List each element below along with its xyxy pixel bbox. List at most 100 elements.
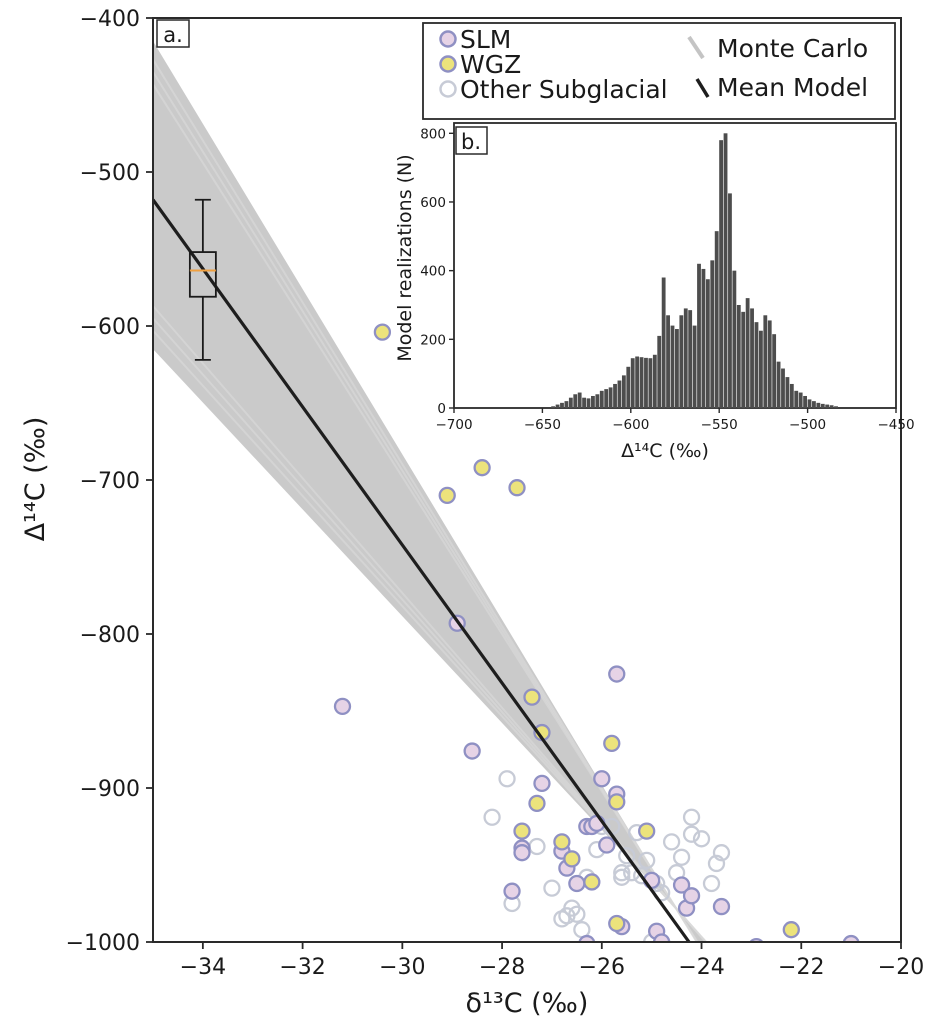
histogram-bar: [626, 366, 631, 408]
histogram-bar: [732, 270, 737, 408]
data-point-other: [682, 825, 701, 843]
data-point-slm: [682, 887, 701, 905]
inset-y-tick-label: 400: [420, 264, 446, 280]
histogram-bar: [728, 193, 732, 408]
data-point-slm: [608, 665, 626, 683]
histogram-bar: [577, 392, 582, 408]
histogram-bar: [608, 387, 613, 408]
histogram-bar: [754, 322, 759, 408]
histogram-bar: [789, 383, 794, 408]
histogram-bar: [555, 404, 560, 408]
y-tick-label: −400: [80, 7, 140, 32]
histogram-bar: [639, 357, 644, 408]
histogram-bar: [701, 268, 706, 408]
legend-label-monte-carlo: Monte Carlo: [717, 34, 868, 63]
histogram-bar: [763, 315, 768, 408]
histogram-bar: [657, 335, 662, 408]
data-point-wgz: [523, 688, 541, 706]
data-point-other: [638, 851, 656, 870]
histogram-bar: [829, 405, 834, 408]
inset-x-tick-label: −450: [877, 417, 914, 433]
data-point-wgz: [513, 822, 531, 840]
histogram-bar: [781, 368, 785, 408]
x-tick-label: −20: [878, 955, 924, 980]
legend-marker-slm: [439, 30, 457, 48]
x-axis-label: δ¹³C (‰): [466, 988, 589, 1019]
legend-label-wgz: WGZ: [460, 50, 521, 79]
histogram-bar: [710, 260, 715, 408]
data-point-wgz: [782, 921, 800, 939]
histogram-bar: [714, 231, 719, 408]
legend-marker-wgz: [439, 55, 457, 73]
data-point-other: [662, 833, 681, 851]
histogram-bar: [794, 390, 799, 408]
histogram-bar: [683, 308, 688, 408]
histogram-bar: [812, 401, 816, 408]
data-point-slm: [712, 897, 731, 916]
data-point-other: [543, 879, 561, 897]
histogram-bar: [750, 308, 754, 408]
data-point-wgz: [603, 734, 621, 752]
x-tick-label: −22: [778, 955, 824, 980]
data-point-slm: [333, 697, 352, 716]
inset-y-axis-label: Model realizations (N): [394, 154, 416, 361]
data-point-other: [682, 808, 701, 826]
data-point-slm: [593, 770, 611, 788]
data-point-wgz: [563, 850, 581, 868]
data-point-wgz: [373, 323, 392, 341]
data-point-wgz: [553, 833, 571, 851]
y-tick-label: −700: [80, 469, 140, 494]
histogram-bar: [825, 404, 830, 408]
histogram-bar: [604, 389, 609, 408]
histogram-bar: [648, 358, 653, 408]
data-point-other: [498, 770, 516, 788]
histogram-bar: [621, 375, 626, 408]
inset-x-tick-label: −600: [612, 417, 649, 433]
histogram-bar: [807, 399, 812, 408]
panel-label-b: b.: [455, 126, 488, 155]
inset-x-tick-label: −650: [524, 417, 561, 433]
legend-marker-mean-model: [695, 78, 710, 98]
data-point-wgz: [528, 794, 546, 813]
histogram-bar: [564, 401, 569, 408]
histogram-bar: [613, 383, 617, 408]
histogram-bar: [591, 395, 595, 408]
inset-y-tick-label: 200: [420, 332, 446, 348]
y-axis-label: Δ¹⁴C (‰): [20, 417, 51, 542]
legend-frame: [422, 22, 896, 120]
inset-y-tick-label: 600: [420, 195, 446, 211]
histogram-bar: [820, 403, 825, 408]
histogram-bar: [816, 402, 821, 408]
mean-model-line: [153, 198, 691, 942]
histogram-bar: [652, 354, 657, 408]
legend-marker-monte-carlo: [687, 35, 705, 60]
data-point-other: [712, 844, 731, 862]
legend-label-slm: SLM: [460, 25, 511, 54]
data-point-other: [568, 905, 586, 923]
histogram-bar: [573, 394, 578, 408]
data-point-wgz: [608, 914, 626, 933]
histogram-bar: [803, 395, 807, 408]
histogram-bar: [679, 315, 684, 408]
histogram-bar: [798, 392, 803, 408]
histogram-bar: [776, 361, 781, 408]
data-point-other: [613, 864, 631, 882]
histogram-bar: [736, 304, 741, 408]
histogram-bar: [568, 397, 573, 408]
histogram-bar: [785, 377, 790, 408]
data-point-other: [618, 847, 636, 865]
histogram-bar: [767, 320, 772, 408]
histogram-bar: [586, 398, 591, 408]
histogram-bar: [551, 406, 556, 408]
histogram-bar: [758, 330, 763, 408]
y-tick-label: −900: [80, 777, 140, 802]
data-point-other: [702, 874, 721, 893]
inset-x-axis-label: Δ¹⁴C (‰): [621, 440, 709, 462]
x-tick-label: −24: [678, 955, 724, 980]
data-point-other: [483, 808, 501, 826]
data-point-wgz: [508, 479, 526, 497]
histogram-bar: [675, 329, 679, 408]
data-point-slm: [568, 874, 586, 893]
data-point-wgz: [583, 873, 601, 891]
